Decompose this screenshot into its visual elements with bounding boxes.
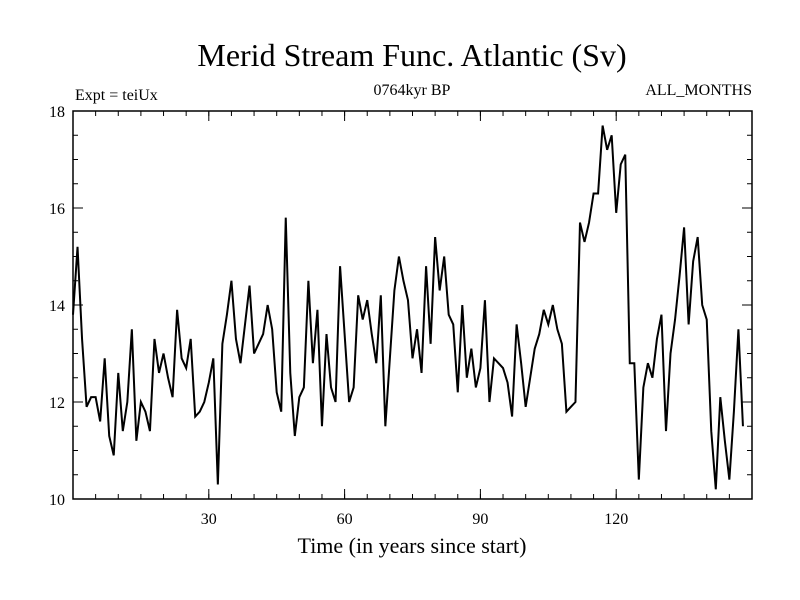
ticks	[73, 110, 752, 500]
y-axis: 10 12 14 16 18	[49, 104, 65, 509]
experiment-label: Expt = teiUx	[75, 87, 158, 104]
series-line	[72, 125, 744, 490]
plot-frame	[72, 110, 753, 500]
x-axis-label: Time (in years since start)	[298, 533, 527, 558]
months-label: ALL_MONTHS	[645, 82, 752, 99]
chart-title: Merid Stream Func. Atlantic (Sv)	[197, 37, 626, 73]
x-tick-label: 60	[337, 511, 353, 528]
y-tick-label: 16	[49, 201, 65, 218]
y-tick-label: 10	[49, 492, 65, 509]
x-tick-label: 120	[604, 511, 628, 528]
y-tick-label: 12	[49, 395, 65, 412]
y-tick-label: 14	[49, 298, 65, 315]
x-axis: 30 60 90 120	[201, 511, 628, 528]
x-tick-label: 30	[201, 511, 217, 528]
period-label: 0764kyr BP	[374, 82, 451, 99]
y-tick-label: 18	[49, 104, 65, 121]
x-tick-label: 90	[472, 511, 488, 528]
